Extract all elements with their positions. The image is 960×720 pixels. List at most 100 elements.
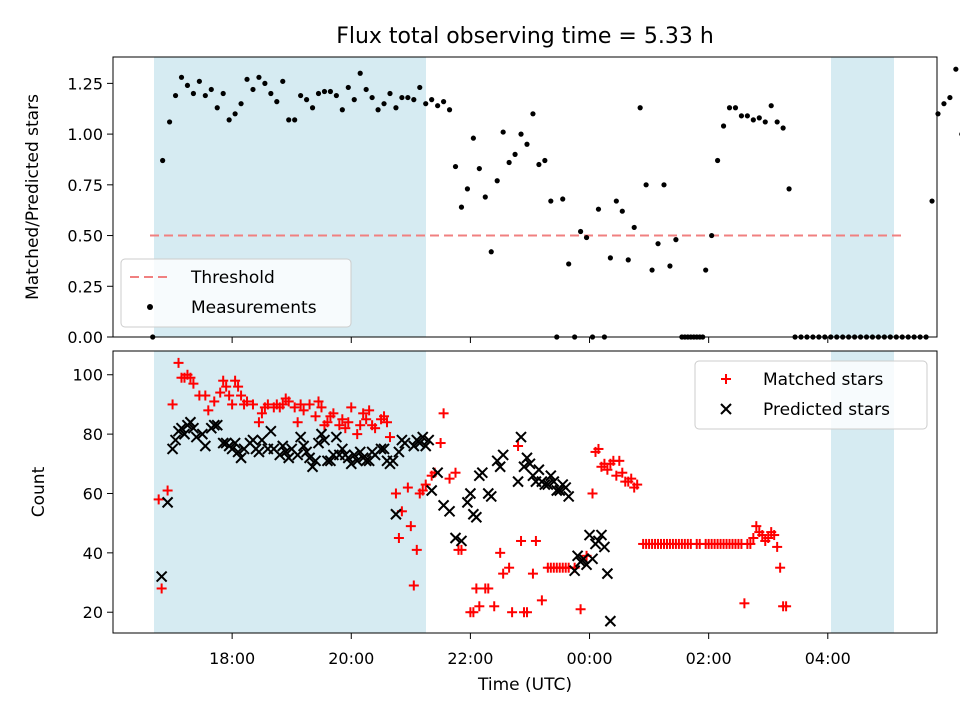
bottom-panel: 20 40 60 80 100 18:00 20:00 22:00 00:00 02:00 04:… bbox=[29, 350, 938, 695]
predicted-star-point bbox=[348, 449, 360, 461]
predicted-star-point-b bbox=[494, 461, 506, 473]
predicted-star-point bbox=[521, 452, 533, 464]
matched-star-point bbox=[513, 440, 524, 451]
matched-star-point bbox=[218, 375, 229, 386]
matched-star-point bbox=[632, 479, 643, 490]
predicted-star-point-b bbox=[464, 487, 477, 500]
matched-star-point bbox=[173, 357, 184, 368]
measurement-point bbox=[333, 92, 339, 99]
predicted-star-point-b bbox=[303, 452, 316, 464]
measurement-point bbox=[190, 90, 197, 97]
measurement-point bbox=[363, 86, 369, 93]
measurement-point bbox=[286, 117, 292, 123]
measurement-point bbox=[583, 234, 590, 241]
measurement-point bbox=[292, 117, 298, 123]
predicted-star-point bbox=[184, 416, 197, 428]
measurement-point bbox=[172, 92, 179, 99]
top-axes-frame bbox=[112, 56, 938, 338]
measurement-point bbox=[542, 157, 548, 164]
predicted-star-point-b bbox=[360, 455, 372, 467]
predicted-star-point bbox=[166, 443, 179, 455]
matched-star-point bbox=[498, 568, 509, 579]
matched-star-point bbox=[614, 455, 625, 466]
predicted-star-point bbox=[265, 425, 277, 437]
predicted-star-point-b bbox=[378, 443, 390, 455]
predicted-star-point bbox=[387, 455, 399, 467]
measurement-point bbox=[476, 165, 482, 172]
predicted-star-point-b bbox=[524, 458, 536, 470]
predicted-star-point-b bbox=[420, 440, 432, 452]
predicted-star-point-b bbox=[470, 511, 483, 523]
matched-star-point bbox=[224, 390, 235, 401]
predicted-star-point-b bbox=[437, 499, 450, 512]
predicted-star-point bbox=[494, 461, 506, 473]
predicted-star-point-b bbox=[291, 449, 304, 461]
predicted-star-point bbox=[548, 475, 560, 488]
top-y-tick-label: 0.25 bbox=[67, 277, 103, 296]
predicted-star-point bbox=[408, 440, 420, 452]
predicted-star-point bbox=[208, 419, 220, 431]
matched-star-point bbox=[295, 399, 306, 410]
matched-star-point bbox=[739, 598, 750, 609]
matched-star-point bbox=[521, 607, 532, 618]
measurement-point bbox=[178, 74, 185, 80]
legend-matched-swatch bbox=[721, 374, 731, 384]
predicted-star-point-b bbox=[187, 422, 200, 434]
predicted-star-point-b bbox=[598, 541, 611, 553]
matched-star-point bbox=[358, 408, 369, 419]
predicted-star-point bbox=[300, 446, 313, 458]
predicted-star-point-b bbox=[324, 455, 337, 467]
legend-threshold-label: Threshold bbox=[190, 268, 275, 288]
matched-star-point bbox=[230, 375, 241, 386]
legend-predicted-label: Predicted stars bbox=[763, 400, 890, 420]
predicted-star-point bbox=[539, 478, 551, 491]
measurement-point bbox=[274, 99, 280, 105]
matched-star-point bbox=[352, 429, 363, 440]
predicted-star-point-b bbox=[196, 428, 209, 440]
predicted-star-point bbox=[497, 449, 509, 461]
bottom-y-tick-label: 20 bbox=[83, 603, 103, 622]
predicted-star-point bbox=[330, 431, 343, 443]
predicted-star-point-b bbox=[348, 449, 360, 461]
matched-star-point bbox=[411, 544, 422, 555]
bottom-y-tick-label: 80 bbox=[83, 425, 103, 444]
predicted-star-point-b bbox=[577, 553, 590, 565]
predicted-star-point-b bbox=[601, 567, 614, 580]
x-tick-label: 02:00 bbox=[686, 649, 732, 668]
predicted-star-point-b bbox=[265, 425, 277, 437]
measurement-point bbox=[953, 66, 959, 72]
matched-star-point bbox=[156, 583, 167, 594]
predicted-star-point-b bbox=[309, 455, 322, 467]
predicted-star-point-b bbox=[497, 449, 509, 461]
predicted-star-point-b bbox=[312, 437, 325, 449]
matched-star-point bbox=[456, 544, 467, 555]
measurement-point bbox=[786, 186, 792, 192]
matched-star-point bbox=[167, 399, 178, 410]
matched-star-point bbox=[468, 607, 479, 618]
matched-star-point bbox=[775, 562, 786, 573]
measurement-point bbox=[208, 86, 214, 93]
predicted-star-point bbox=[196, 428, 209, 440]
matched-star-point bbox=[242, 396, 253, 407]
measurement-point bbox=[202, 92, 208, 99]
matched-star-point bbox=[587, 488, 598, 499]
predicted-star-point bbox=[601, 567, 614, 580]
predicted-star-point bbox=[318, 434, 331, 446]
measurement-point bbox=[315, 90, 322, 97]
predicted-star-point-b bbox=[342, 452, 354, 464]
predicted-star-point-b bbox=[300, 446, 313, 458]
matched-star-point bbox=[751, 521, 762, 532]
predicted-star-point-b bbox=[336, 443, 349, 455]
matched-star-point bbox=[247, 399, 258, 410]
predicted-star-point bbox=[431, 466, 444, 479]
predicted-star-point-b bbox=[571, 550, 584, 562]
measurement-point bbox=[530, 111, 536, 117]
predicted-star-point bbox=[420, 440, 432, 452]
predicted-star-point bbox=[524, 458, 536, 470]
predicted-star-point-b bbox=[256, 434, 268, 446]
measurement-point bbox=[560, 196, 566, 202]
predicted-star-point-b bbox=[354, 446, 366, 458]
matched-star-point bbox=[507, 607, 518, 618]
measurement-point bbox=[941, 101, 947, 107]
x-tick-label: 18:00 bbox=[209, 649, 255, 668]
